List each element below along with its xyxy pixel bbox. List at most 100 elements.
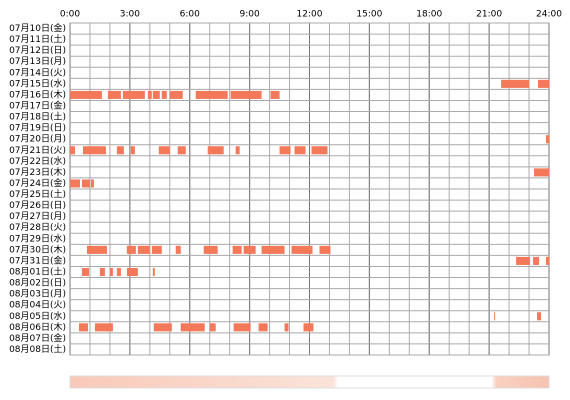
activity-bar	[195, 90, 228, 99]
x-tick-label: 6:00	[180, 10, 200, 20]
y-tick-label: 07月16日(木)	[9, 88, 66, 100]
activity-bar	[261, 245, 285, 254]
activity-bar	[291, 245, 313, 254]
activity-bar	[147, 90, 152, 99]
y-tick-label: 08月08日(土)	[9, 343, 66, 355]
activity-bar	[175, 245, 181, 254]
y-tick-label: 08月04日(火)	[9, 300, 66, 311]
activity-bar	[177, 146, 186, 155]
activity-bar	[207, 146, 224, 155]
x-tick-label: 9:00	[240, 10, 260, 20]
activity-bar	[270, 90, 280, 99]
activity-bar	[203, 245, 218, 254]
x-tick-label: 15:00	[356, 10, 382, 20]
activity-bar	[279, 146, 291, 155]
activity-bar	[137, 245, 150, 254]
activity-bar	[70, 179, 80, 188]
y-tick-label: 08月02日(日)	[9, 278, 66, 289]
activity-bar	[99, 267, 105, 277]
activity-bar	[546, 256, 549, 265]
activity-bar	[126, 267, 138, 277]
y-tick-label: 07月13日(月)	[9, 56, 66, 67]
activity-bar	[538, 79, 549, 88]
activity-bar	[81, 267, 89, 277]
activity-bar	[161, 90, 167, 99]
y-tick-label: 07月21日(火)	[9, 145, 66, 156]
activity-bar	[169, 90, 183, 99]
activity-bar	[107, 90, 121, 99]
y-tick-label: 07月12日(日)	[9, 45, 66, 56]
activity-bar	[122, 90, 145, 99]
summary-strip	[69, 375, 550, 389]
y-tick-label: 07月27日(月)	[9, 211, 66, 222]
y-tick-label: 07月20日(月)	[9, 134, 66, 145]
activity-bar	[153, 323, 172, 332]
x-tick-label: 0:00	[60, 10, 80, 20]
activity-bar	[311, 146, 328, 155]
y-tick-label: 07月10日(金)	[9, 22, 66, 34]
activity-bar	[294, 146, 306, 155]
activity-bar	[230, 90, 262, 99]
activity-bar	[109, 267, 113, 277]
activity-bar	[152, 90, 160, 99]
x-tick-label: 3:00	[120, 10, 140, 20]
y-tick-label: 07月30日(木)	[9, 243, 66, 255]
activity-bar	[258, 323, 268, 332]
y-tick-label: 08月05日(水)	[9, 310, 66, 322]
activity-bar	[235, 146, 240, 155]
activity-bar	[116, 146, 124, 155]
y-tick-label: 07月17日(金)	[9, 100, 66, 112]
activity-bar	[152, 267, 155, 277]
activity-bar	[94, 323, 113, 332]
y-tick-label: 07月18日(土)	[9, 111, 66, 123]
y-tick-label: 07月23日(木)	[9, 166, 66, 178]
activity-bar	[233, 323, 251, 332]
activity-bar	[70, 146, 75, 155]
activity-bar	[533, 256, 540, 265]
activity-bar	[151, 245, 162, 254]
activity-bar	[90, 179, 94, 188]
y-tick-label: 07月11日(土)	[9, 33, 66, 45]
activity-bar	[126, 245, 136, 254]
activity-bar	[209, 323, 216, 332]
y-tick-label: 07月15日(水)	[9, 77, 66, 89]
x-tick-label: 21:00	[476, 10, 502, 20]
y-tick-label: 07月28日(火)	[9, 222, 66, 233]
activity-bar	[284, 323, 289, 332]
activity-bar	[70, 90, 102, 99]
activity-bar	[243, 245, 256, 254]
activity-bar	[494, 312, 496, 321]
y-tick-label: 07月26日(日)	[9, 200, 66, 211]
x-tick-label: 18:00	[416, 10, 442, 20]
y-tick-label: 08月07日(金)	[9, 332, 66, 344]
activity-bar	[537, 312, 542, 321]
activity-bar	[232, 245, 242, 254]
activity-bar	[78, 323, 88, 332]
y-tick-label: 08月06日(木)	[9, 321, 66, 333]
y-tick-label: 07月25日(土)	[9, 188, 66, 200]
y-tick-label: 07月24日(金)	[9, 177, 66, 189]
activity-bar	[158, 146, 170, 155]
y-tick-label: 07月29日(水)	[9, 232, 66, 244]
y-tick-label: 07月14日(火)	[9, 67, 66, 78]
activity-bar	[546, 135, 549, 144]
activity-bar	[516, 256, 531, 265]
activity-bar	[116, 267, 121, 277]
x-tick-label: 12:00	[297, 10, 323, 20]
activity-bar	[81, 179, 90, 188]
activity-bar	[180, 323, 205, 332]
activity-bar	[130, 146, 135, 155]
activity-bar	[82, 146, 106, 155]
activity-bar	[86, 245, 107, 254]
y-tick-label: 07月19日(日)	[9, 123, 66, 134]
activity-bar	[319, 245, 331, 254]
activity-bar	[303, 323, 314, 332]
x-tick-label: 24:00	[536, 10, 562, 20]
y-tick-label: 08月01日(土)	[9, 266, 66, 278]
y-tick-label: 07月22日(水)	[9, 155, 66, 167]
y-tick-label: 07月31日(金)	[9, 254, 66, 266]
y-tick-label: 08月03日(月)	[9, 289, 66, 300]
activity-bar	[501, 79, 530, 88]
activity-bar	[534, 168, 549, 177]
